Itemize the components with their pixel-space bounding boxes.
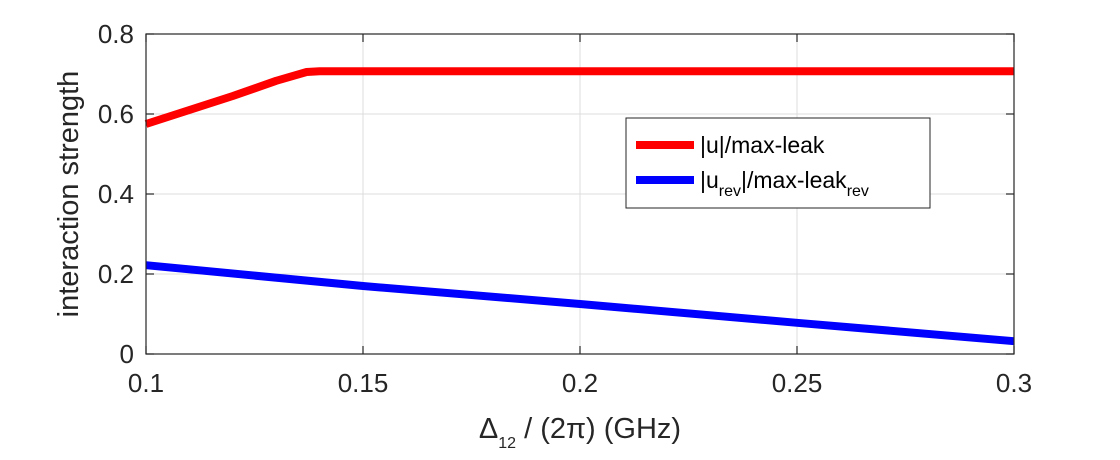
x-tick-label: 0.1 bbox=[128, 368, 164, 398]
x-tick-label: 0.3 bbox=[996, 368, 1032, 398]
y-axis-label: interaction strength bbox=[53, 71, 85, 318]
axis-ticks bbox=[145, 33, 1015, 355]
legend-label-u-rev: |urev|/max-leakrev bbox=[700, 167, 869, 200]
tick-labels: 0.1 0.15 0.2 0.25 0.3 0 0.2 0.4 0.6 0.8 bbox=[98, 19, 1032, 398]
u-series-line bbox=[144, 67, 1014, 128]
y-tick-label: 0.2 bbox=[98, 259, 134, 289]
x-tick-label: 0.2 bbox=[562, 368, 598, 398]
legend-box bbox=[625, 117, 931, 209]
x-axis-label: Δ12 / (2π) (GHz) bbox=[479, 413, 681, 452]
legend-label-u-rev-tail: |/max-leak bbox=[741, 167, 847, 193]
x-axis-label-rest: / (2π) (GHz) bbox=[516, 413, 681, 445]
x-tick-label: 0.25 bbox=[772, 368, 823, 398]
y-tick-label: 0 bbox=[120, 339, 134, 369]
legend-label-u: |u|/max-leak bbox=[700, 132, 825, 158]
y-tick-label: 0.6 bbox=[98, 99, 134, 129]
series-lines bbox=[144, 67, 1015, 346]
legend-label-u-rev-tail-sub: rev bbox=[847, 183, 869, 200]
x-tick-label: 0.15 bbox=[338, 368, 389, 398]
y-tick-label: 0.8 bbox=[98, 19, 134, 49]
legend-label-u-rev-main: |u bbox=[700, 167, 719, 193]
x-axis-label-symbol: Δ bbox=[479, 413, 498, 445]
legend: |u|/max-leak |urev|/max-leakrev bbox=[625, 117, 931, 209]
legend-label-u-rev-sub: rev bbox=[719, 183, 741, 200]
u-rev-series-line bbox=[145, 261, 1015, 346]
x-axis-label-subscript: 12 bbox=[498, 435, 516, 452]
y-tick-label: 0.4 bbox=[98, 179, 134, 209]
